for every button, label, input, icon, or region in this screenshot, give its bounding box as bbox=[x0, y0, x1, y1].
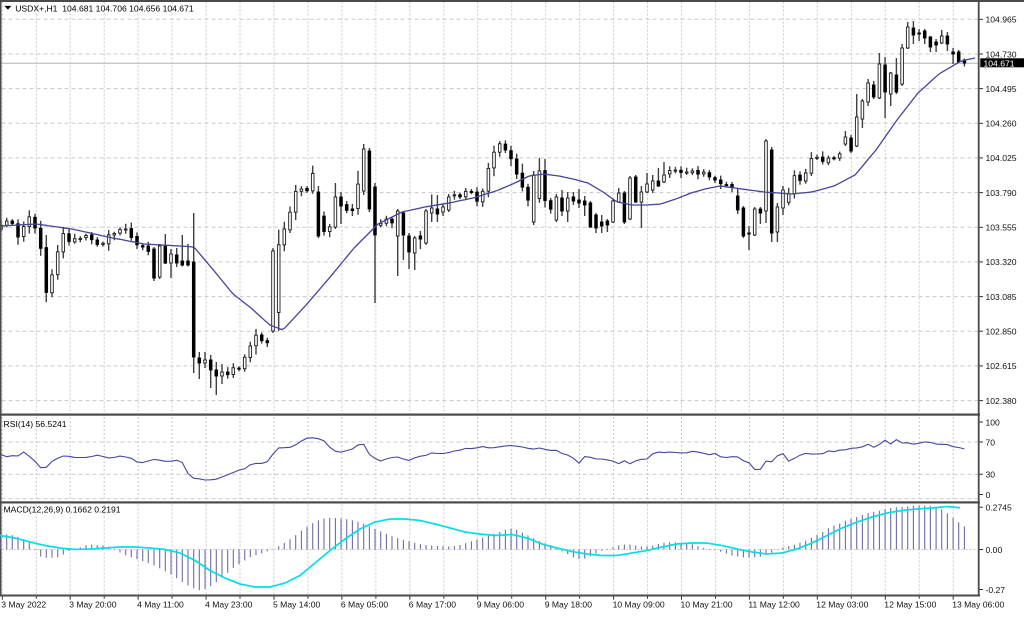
svg-text:12 May 03:00: 12 May 03:00 bbox=[816, 600, 868, 610]
svg-text:104.260: 104.260 bbox=[986, 119, 1017, 129]
svg-text:-0.27: -0.27 bbox=[986, 585, 1006, 595]
svg-text:103.085: 103.085 bbox=[986, 292, 1017, 302]
svg-text:3 May 2022: 3 May 2022 bbox=[1, 600, 46, 610]
svg-text:0.2745: 0.2745 bbox=[986, 503, 1013, 513]
svg-text:MACD(12,26,9) 0.1662 0.2191: MACD(12,26,9) 0.1662 0.2191 bbox=[4, 505, 121, 515]
svg-text:13 May 06:00: 13 May 06:00 bbox=[952, 600, 1004, 610]
svg-text:3 May 20:00: 3 May 20:00 bbox=[69, 600, 117, 610]
svg-text:5 May 14:00: 5 May 14:00 bbox=[273, 600, 321, 610]
svg-text:6 May 05:00: 6 May 05:00 bbox=[341, 600, 389, 610]
svg-text:RSI(14) 56.5241: RSI(14) 56.5241 bbox=[4, 419, 67, 429]
svg-text:30: 30 bbox=[986, 470, 996, 480]
svg-text:104.965: 104.965 bbox=[986, 15, 1017, 25]
svg-text:0.00: 0.00 bbox=[986, 545, 1003, 555]
svg-text:11 May 12:00: 11 May 12:00 bbox=[748, 600, 800, 610]
svg-text:10 May 21:00: 10 May 21:00 bbox=[681, 600, 733, 610]
svg-text:104.495: 104.495 bbox=[986, 84, 1017, 94]
svg-text:103.790: 103.790 bbox=[986, 188, 1017, 198]
svg-text:104.730: 104.730 bbox=[986, 49, 1017, 59]
svg-text:4 May 23:00: 4 May 23:00 bbox=[205, 600, 253, 610]
svg-text:12 May 15:00: 12 May 15:00 bbox=[884, 600, 936, 610]
svg-text:4 May 11:00: 4 May 11:00 bbox=[137, 600, 184, 610]
svg-text:70: 70 bbox=[986, 437, 996, 447]
svg-text:104.025: 104.025 bbox=[986, 153, 1017, 163]
svg-text:USDX+,H1 104.681 104.706 104.: USDX+,H1 104.681 104.706 104.656 104.671 bbox=[15, 4, 194, 14]
svg-text:104.671: 104.671 bbox=[984, 58, 1015, 68]
svg-text:102.615: 102.615 bbox=[986, 361, 1017, 371]
svg-text:103.320: 103.320 bbox=[986, 257, 1017, 267]
svg-text:102.850: 102.850 bbox=[986, 327, 1017, 337]
svg-text:6 May 17:00: 6 May 17:00 bbox=[409, 600, 457, 610]
svg-text:0: 0 bbox=[986, 490, 991, 500]
svg-text:103.555: 103.555 bbox=[986, 223, 1017, 233]
svg-text:10 May 09:00: 10 May 09:00 bbox=[613, 600, 665, 610]
svg-text:102.380: 102.380 bbox=[986, 396, 1017, 406]
svg-text:100: 100 bbox=[986, 417, 1001, 427]
svg-text:9 May 06:00: 9 May 06:00 bbox=[477, 600, 525, 610]
svg-text:9 May 18:00: 9 May 18:00 bbox=[545, 600, 593, 610]
